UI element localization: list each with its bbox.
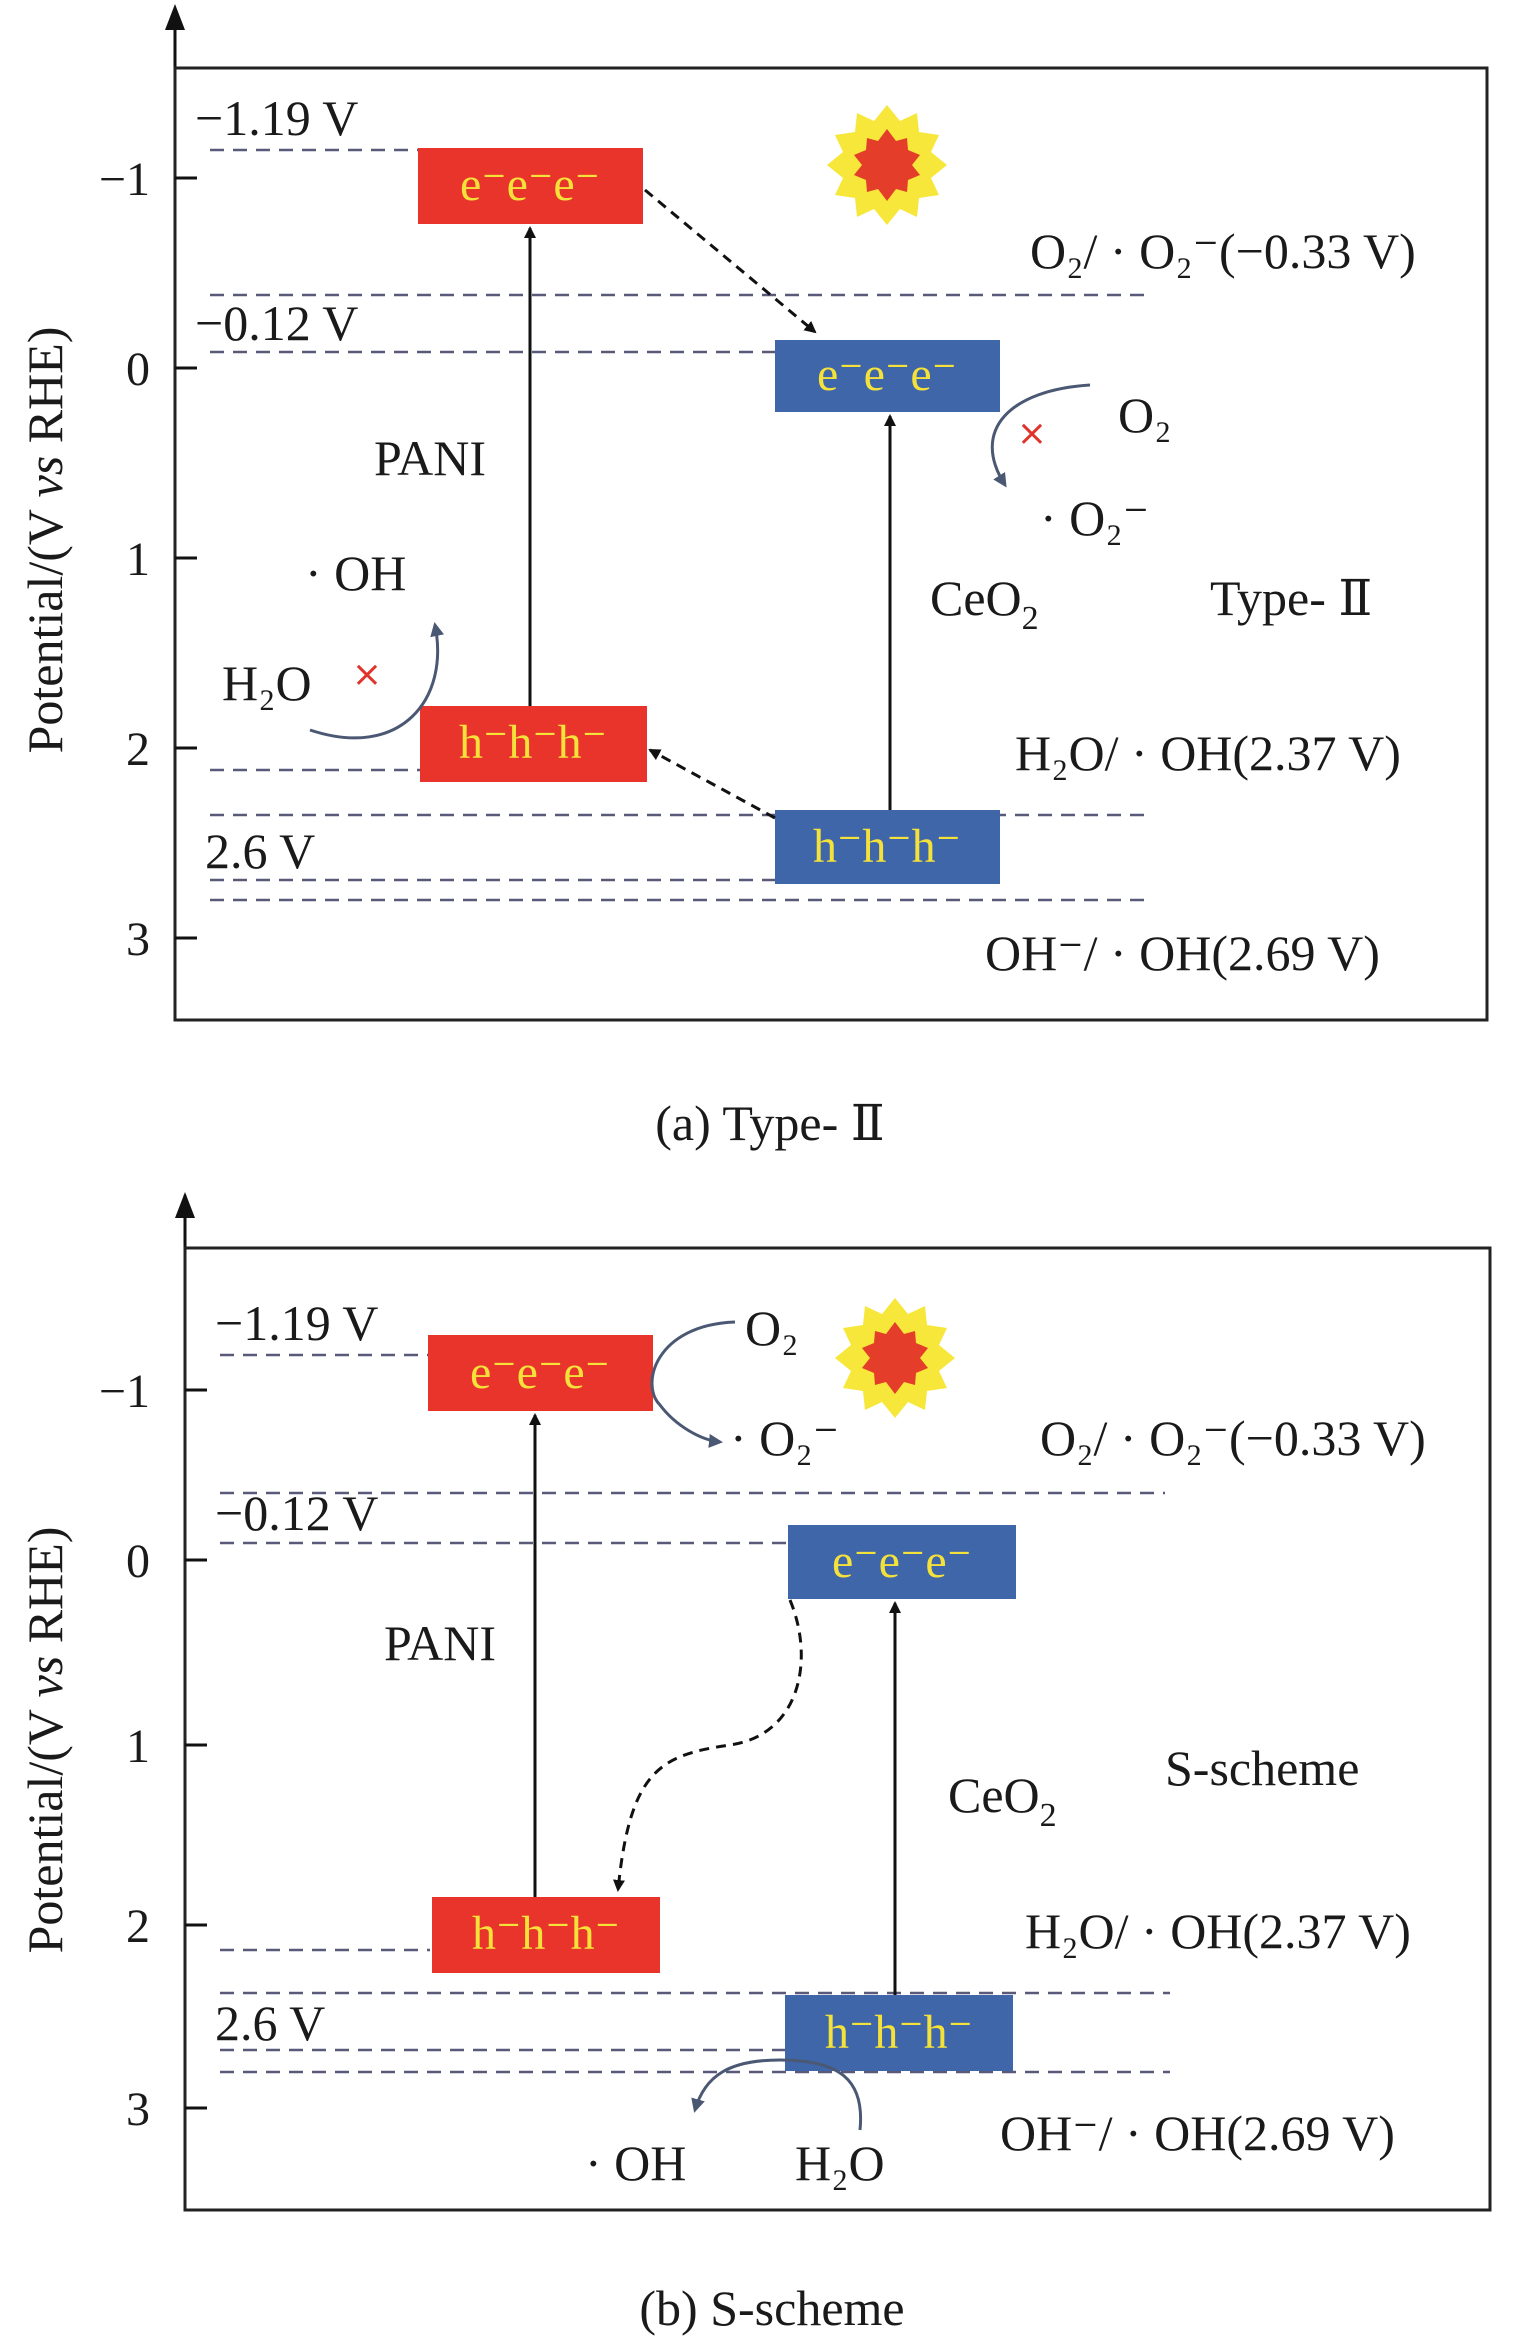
species-o2: O₂ [1118,387,1172,443]
cross-mark: × [1017,413,1047,454]
reference-o2-radical: O₂/ · O₂⁻(−0.33 V) [1040,1410,1426,1466]
ceo2-cb-value: −0.12 V [195,295,358,351]
h2o-oxidation-curve [691,2058,863,2131]
pani-cb-value: −1.19 V [215,1295,378,1351]
tick-label: 0 [126,1535,150,1588]
ceo2-cb-value: −0.12 V [215,1485,378,1541]
hole-transfer-arrow [648,748,776,820]
pani-vb-holes: h⁻h⁻h⁻ [472,1907,620,1960]
species-oh-radical: · OH [585,2135,686,2191]
tick-label: 2 [126,1900,150,1953]
y-axis-arrow-b [175,1192,195,1218]
tick-label: 0 [126,343,150,396]
pani-conduction-band [428,1335,653,1411]
caption-a: (a) Type- Ⅱ [655,1095,884,1151]
pani-label: PANI [384,1615,496,1671]
species-o2-radical: · O₂⁻ [730,1410,839,1466]
tick-label: −1 [99,153,150,206]
electron-transfer-arrow [644,188,817,334]
ceo2-conduction-band [788,1525,1016,1599]
recombination-arrow [613,1599,803,1892]
pani-conduction-band [418,148,643,224]
ceo2-vb-value: 2.6 V [205,823,315,879]
pani-valence-band [420,706,647,782]
species-o2-radical: · O₂⁻ [1040,490,1149,546]
reference-o2-radical: O₂/ · O₂⁻(−0.33 V) [1030,223,1416,279]
tick-label: 1 [126,533,150,586]
species-o2: O₂ [745,1300,799,1356]
tick-label: 1 [126,1720,150,1773]
ticks-b: −1 0 1 2 3 [99,1365,207,2136]
sun-icon [835,1298,955,1418]
ceo2-vb-holes: h⁻h⁻h⁻ [813,820,961,873]
ceo2-valence-band [785,1995,1013,2071]
reference-oh-radical-oh: OH⁻/ · OH(2.69 V) [1000,2105,1395,2161]
pani-cb-electrons: e⁻e⁻e⁻ [470,1346,610,1399]
species-h2o: H₂O [222,655,312,711]
scheme-label: S-scheme [1165,1740,1359,1796]
ceo2-cb-electrons: e⁻e⁻e⁻ [832,1535,972,1588]
pani-cb-value: −1.19 V [195,90,358,146]
panel-b: −1 0 1 2 3 Potential/(V vs RHE) −1.19 V … [17,1192,1492,2336]
reference-oh-radical-oh: OH⁻/ · OH(2.69 V) [985,925,1380,981]
ceo2-vb-holes: h⁻h⁻h⁻ [825,2006,973,2059]
species-oh-radical: · OH [305,545,406,601]
panel-a: −1 0 1 2 3 Potential/(V vs RHE) −1.19 V … [17,4,1489,1151]
ticks-a: −1 0 1 2 3 [99,153,197,966]
tick-label: 2 [126,723,150,776]
reference-oh-radical-h2o: H₂O/ · OH(2.37 V) [1025,1903,1411,1959]
y-axis-label-b: Potential/(V vs RHE) [17,1527,73,1954]
pani-label: PANI [374,430,486,486]
y-axis-label-a: Potential/(V vs RHE) [17,327,73,754]
pani-vb-holes: h⁻h⁻h⁻ [459,716,607,769]
cross-mark: × [352,654,382,695]
ceo2-valence-band [775,810,1000,884]
tick-label: 3 [126,2083,150,2136]
pani-valence-band [432,1897,660,1973]
pani-cb-electrons: e⁻e⁻e⁻ [460,158,600,211]
reference-oh-radical-h2o: H₂O/ · OH(2.37 V) [1015,725,1401,781]
species-h2o: H₂O [795,2135,885,2191]
caption-b: (b) S-scheme [639,2280,904,2336]
ceo2-vb-value: 2.6 V [215,1995,325,2051]
tick-label: −1 [99,1365,150,1418]
tick-label: 3 [126,913,150,966]
ceo2-conduction-band [775,340,1000,412]
o2-reduction-curve [650,1320,736,1448]
h2o-oxidation-curve [309,622,445,740]
scheme-label: Type- Ⅱ [1210,570,1372,626]
ceo2-label: CeO2 [948,1767,1057,1834]
sun-icon [827,105,947,225]
ceo2-label: CeO2 [930,570,1039,637]
frame-a [173,66,1489,1022]
frame-b [183,1246,1492,2212]
o2-reduction-curve [990,383,1091,488]
y-axis-arrow-a [165,4,185,30]
ceo2-cb-electrons: e⁻e⁻e⁻ [817,348,957,401]
